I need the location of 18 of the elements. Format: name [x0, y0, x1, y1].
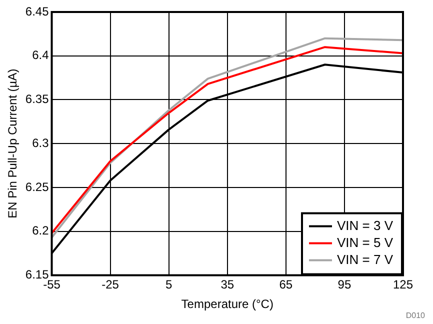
x-tick-label: 125: [392, 278, 414, 292]
x-tick-label: 5: [165, 278, 172, 292]
y-tick-label: 6.25: [25, 180, 50, 194]
x-tick-label: 35: [220, 278, 234, 292]
legend-label: VIN = 3 V: [337, 218, 394, 233]
y-tick-label: 6.4: [32, 48, 50, 62]
x-tick-label: 95: [338, 278, 352, 292]
x-tick-label: -25: [102, 278, 120, 292]
y-tick-label: 6.45: [25, 4, 50, 18]
y-tick-label: 6.35: [25, 92, 50, 106]
x-tick-label: 65: [279, 278, 293, 292]
text: D010: [406, 311, 426, 320]
y-tick-label: 6.2: [32, 224, 50, 238]
legend-label: VIN = 5 V: [337, 234, 394, 250]
y-tick-label: 6.3: [32, 136, 50, 150]
x-axis-title: Temperature (°C): [181, 297, 274, 312]
legend-label: VIN = 7 V: [337, 252, 394, 267]
y-axis-title: EN Pin Pull-Up Current (µA): [6, 68, 20, 218]
